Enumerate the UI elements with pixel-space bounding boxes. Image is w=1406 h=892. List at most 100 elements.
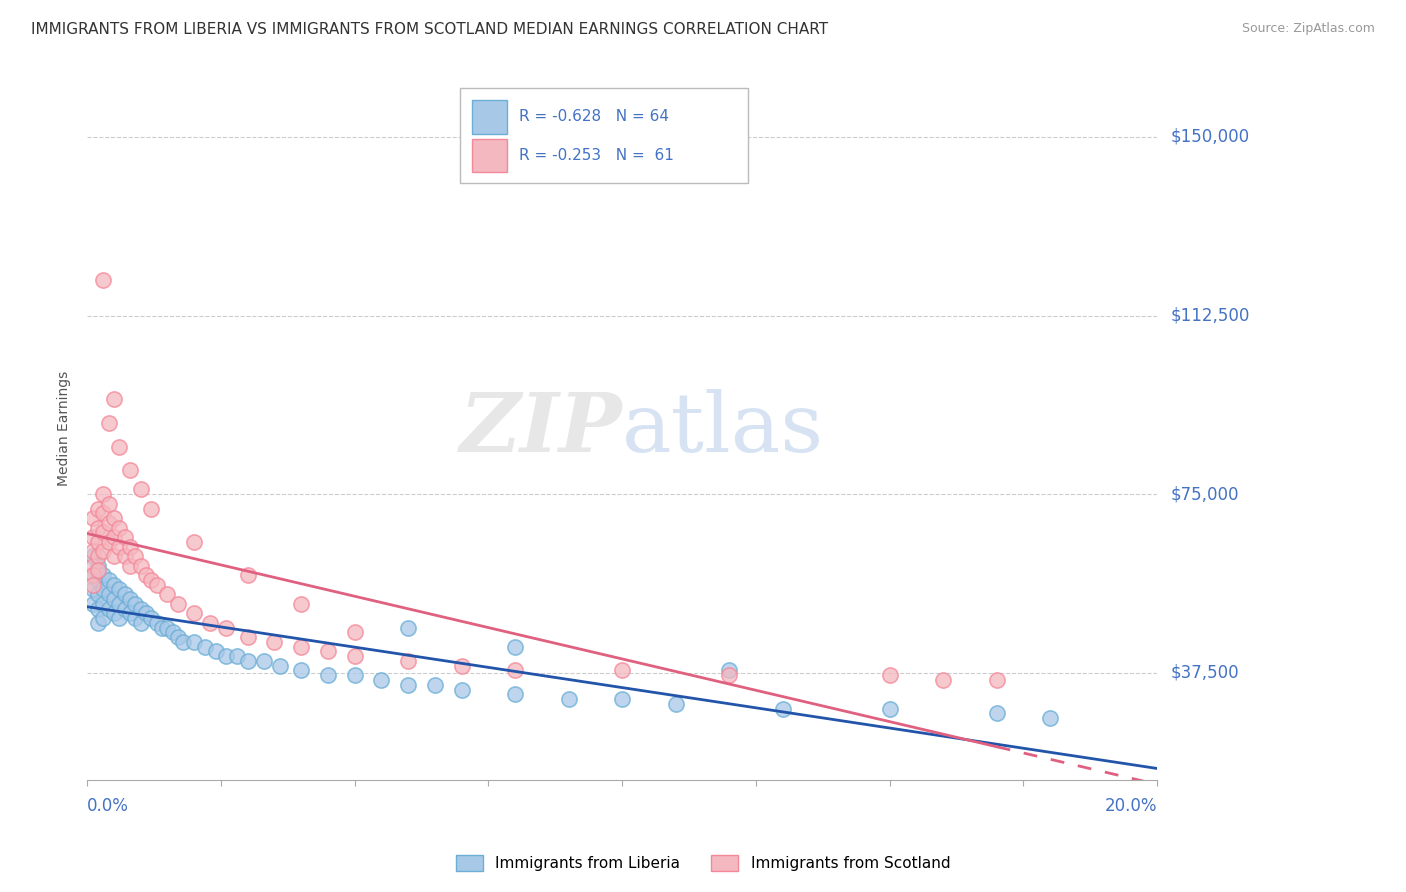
Point: [108, 597, 131, 611]
Text: 0.0%: 0.0%: [87, 797, 129, 814]
Point: [82, 544, 104, 558]
Point: [141, 573, 163, 587]
Point: [215, 649, 238, 664]
Point: [91, 487, 114, 501]
Text: 20.0%: 20.0%: [1105, 797, 1157, 814]
Point: [316, 644, 339, 658]
Point: [167, 630, 190, 644]
Point: [263, 635, 285, 649]
Point: [97, 516, 120, 530]
Point: [503, 640, 526, 654]
Point: [269, 658, 291, 673]
Legend: Immigrants from Liberia, Immigrants from Scotland: Immigrants from Liberia, Immigrants from…: [450, 849, 956, 877]
Point: [97, 587, 120, 601]
Point: [145, 615, 167, 630]
Point: [200, 615, 222, 630]
Point: [396, 678, 419, 692]
Point: [183, 607, 205, 621]
Point: [82, 511, 104, 525]
Point: [172, 635, 194, 649]
Point: [114, 530, 136, 544]
Point: [145, 578, 167, 592]
Point: [97, 416, 120, 430]
Point: [141, 611, 163, 625]
Point: [91, 582, 114, 597]
Point: [103, 578, 125, 592]
Text: R = -0.628   N = 64: R = -0.628 N = 64: [519, 110, 669, 124]
Point: [118, 592, 141, 607]
Point: [118, 558, 141, 573]
Point: [156, 587, 179, 601]
Point: [103, 607, 125, 621]
Point: [718, 668, 741, 682]
Point: [316, 668, 339, 682]
Point: [87, 549, 110, 563]
Point: [450, 682, 472, 697]
Text: atlas: atlas: [621, 389, 824, 468]
Point: [103, 592, 125, 607]
Point: [82, 568, 104, 582]
Point: [82, 578, 104, 592]
Point: [986, 706, 1008, 721]
Point: [103, 549, 125, 563]
Text: R = -0.253   N =  61: R = -0.253 N = 61: [519, 148, 675, 163]
Point: [879, 668, 901, 682]
Point: [204, 644, 226, 658]
Point: [665, 697, 688, 711]
Point: [141, 501, 163, 516]
Point: [236, 654, 259, 668]
Point: [557, 692, 579, 706]
Point: [503, 664, 526, 678]
Point: [423, 678, 446, 692]
Point: [114, 601, 136, 615]
Point: [87, 558, 110, 573]
Bar: [472, 100, 506, 134]
Point: [118, 463, 141, 477]
Point: [97, 601, 120, 615]
Point: [108, 520, 131, 534]
Point: [396, 621, 419, 635]
Point: [156, 621, 179, 635]
Point: [396, 654, 419, 668]
Point: [932, 673, 955, 687]
Point: [129, 601, 152, 615]
Point: [194, 640, 217, 654]
Point: [87, 615, 110, 630]
Point: [124, 597, 146, 611]
Text: $37,500: $37,500: [1171, 664, 1240, 681]
Point: [82, 558, 104, 573]
Point: [879, 701, 901, 715]
Point: [1039, 711, 1062, 725]
Point: [118, 607, 141, 621]
Point: [236, 568, 259, 582]
Point: [129, 615, 152, 630]
Point: [135, 607, 157, 621]
Point: [108, 440, 131, 454]
Point: [183, 534, 205, 549]
Point: [87, 520, 110, 534]
Point: [986, 673, 1008, 687]
Point: [103, 392, 125, 406]
Point: [129, 558, 152, 573]
Point: [772, 701, 794, 715]
Text: IMMIGRANTS FROM LIBERIA VS IMMIGRANTS FROM SCOTLAND MEDIAN EARNINGS CORRELATION : IMMIGRANTS FROM LIBERIA VS IMMIGRANTS FR…: [31, 22, 828, 37]
Point: [129, 483, 152, 497]
Point: [82, 549, 104, 563]
Point: [124, 611, 146, 625]
Point: [610, 664, 633, 678]
Point: [97, 573, 120, 587]
Point: [87, 563, 110, 577]
Point: [108, 582, 131, 597]
Text: Source: ZipAtlas.com: Source: ZipAtlas.com: [1241, 22, 1375, 36]
Text: $150,000: $150,000: [1171, 128, 1250, 146]
Point: [215, 621, 238, 635]
Text: $75,000: $75,000: [1171, 485, 1240, 503]
Point: [183, 635, 205, 649]
Point: [87, 573, 110, 587]
Point: [290, 640, 312, 654]
Point: [91, 544, 114, 558]
Point: [290, 664, 312, 678]
Text: ZIP: ZIP: [460, 389, 621, 468]
Point: [236, 630, 259, 644]
Point: [253, 654, 276, 668]
